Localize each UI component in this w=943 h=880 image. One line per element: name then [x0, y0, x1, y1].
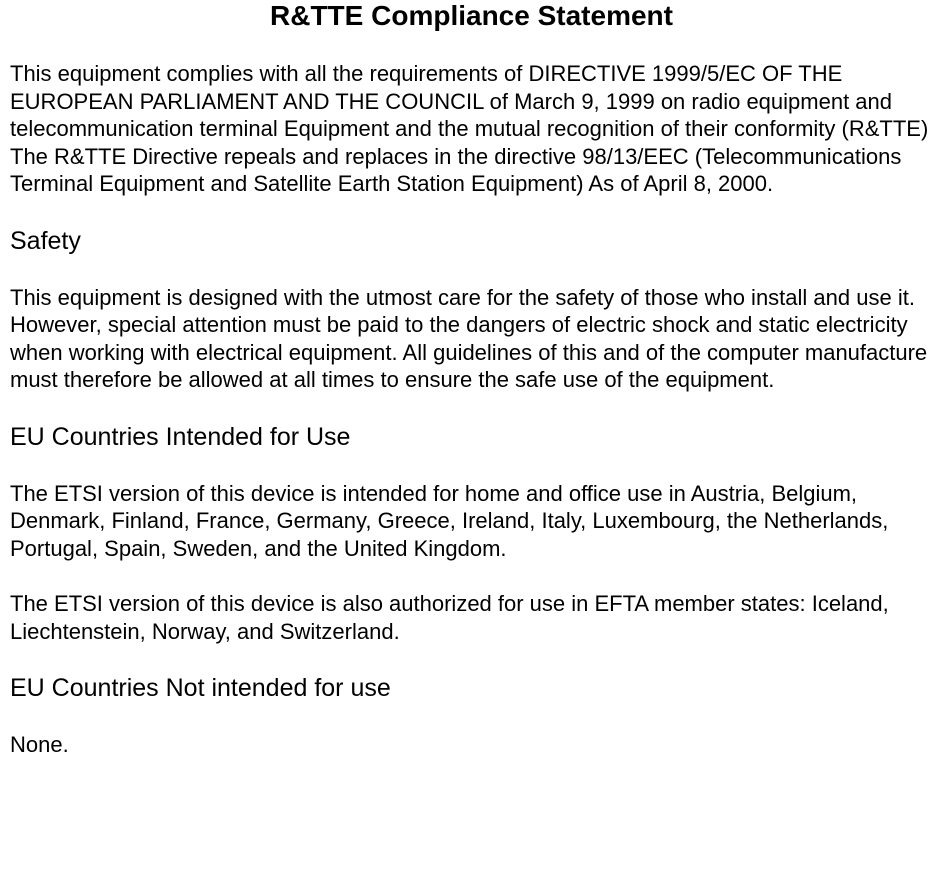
eu-not-heading: EU Countries Not intended for use — [10, 673, 933, 703]
eu-use-paragraph-1: The ETSI version of this device is inten… — [10, 480, 933, 563]
safety-body: This equipment is designed with the utmo… — [10, 284, 933, 394]
intro-paragraph-1: This equipment complies with all the req… — [10, 60, 933, 143]
intro-paragraph-2: The R&TTE Directive repeals and replaces… — [10, 143, 933, 198]
safety-heading: Safety — [10, 226, 933, 256]
eu-not-body: None. — [10, 731, 933, 759]
eu-use-paragraph-2: The ETSI version of this device is also … — [10, 590, 933, 645]
eu-use-heading: EU Countries Intended for Use — [10, 422, 933, 452]
page-title: R&TTE Compliance Statement — [10, 0, 933, 32]
document-page: R&TTE Compliance Statement This equipmen… — [0, 0, 943, 779]
